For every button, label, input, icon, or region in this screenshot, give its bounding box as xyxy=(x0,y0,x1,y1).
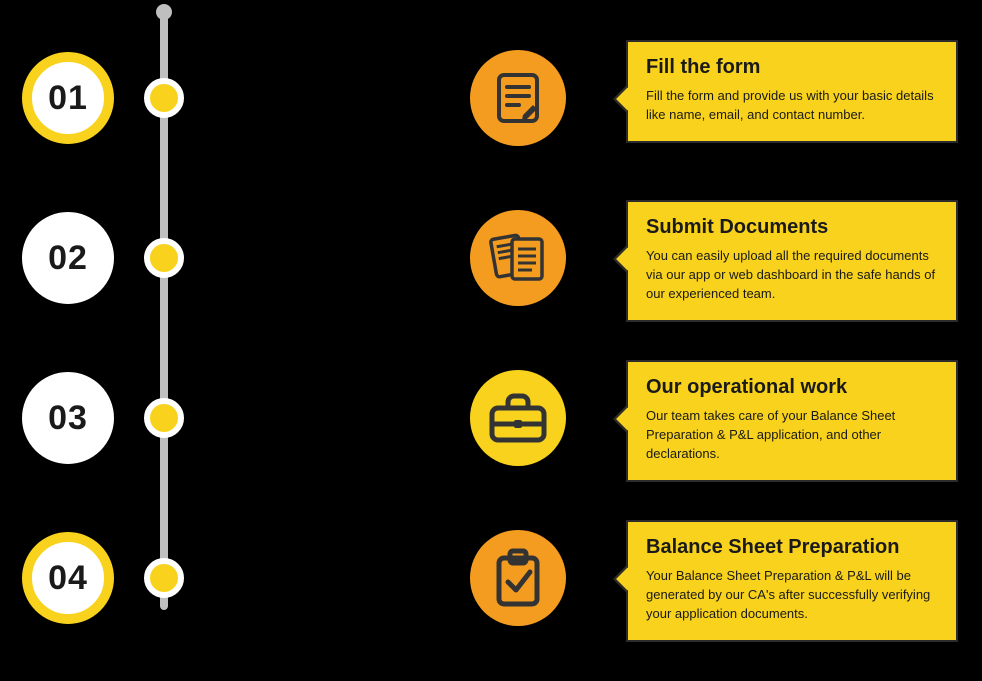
timeline-dot xyxy=(144,558,184,598)
timeline-dot xyxy=(144,398,184,438)
infographic-stage: 01 Fill the form Fill the form and provid… xyxy=(0,0,982,681)
step-title: Balance Sheet Preparation xyxy=(646,536,938,559)
step-card: Submit Documents You can easily upload al… xyxy=(626,200,958,322)
step-number-label: 03 xyxy=(48,399,88,438)
timeline-dot xyxy=(144,78,184,118)
step-title: Submit Documents xyxy=(646,216,938,239)
documents-icon xyxy=(470,210,566,306)
step-card: Balance Sheet Preparation Your Balance Sh… xyxy=(626,520,958,642)
step-description: Your Balance Sheet Preparation & P&L wil… xyxy=(646,567,938,624)
step-number: 04 xyxy=(22,532,114,624)
card-pointer xyxy=(613,566,638,591)
card-pointer xyxy=(613,246,638,271)
step-title: Fill the form xyxy=(646,56,938,79)
step-card: Our operational work Our team takes care … xyxy=(626,360,958,482)
step-number: 03 xyxy=(22,372,114,464)
step-card: Fill the form Fill the form and provide u… xyxy=(626,40,958,143)
step-number: 01 xyxy=(22,52,114,144)
clipboard-check-icon xyxy=(470,530,566,626)
card-pointer xyxy=(613,86,638,111)
step-description: Our team takes care of your Balance Shee… xyxy=(646,407,938,464)
briefcase-icon xyxy=(470,370,566,466)
card-pointer xyxy=(613,406,638,431)
step-number-label: 04 xyxy=(48,559,88,598)
step-number-label: 02 xyxy=(48,239,88,278)
form-icon xyxy=(470,50,566,146)
step-number: 02 xyxy=(22,212,114,304)
step-title: Our operational work xyxy=(646,376,938,399)
step-number-label: 01 xyxy=(48,79,88,118)
step-description: You can easily upload all the required d… xyxy=(646,247,938,304)
step-description: Fill the form and provide us with your b… xyxy=(646,87,938,125)
timeline-dot xyxy=(144,238,184,278)
